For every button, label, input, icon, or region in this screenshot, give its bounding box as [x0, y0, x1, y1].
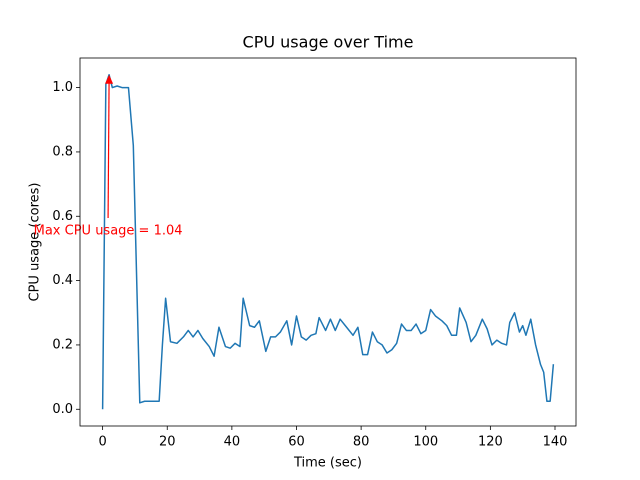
x-tick-label: 60	[288, 435, 305, 450]
y-tick-label: 0.4	[52, 273, 73, 288]
x-tick-label: 100	[413, 435, 438, 450]
x-tick-label: 40	[224, 435, 241, 450]
plot-frame	[79, 57, 577, 427]
annotation-arrowhead	[105, 74, 114, 84]
x-tick-label: 80	[353, 435, 370, 450]
annotation-arrow	[107, 80, 110, 219]
y-axis-label: CPU usage (cores)	[28, 183, 43, 302]
x-tick-label: 20	[159, 435, 176, 450]
chart-title: CPU usage over Time	[243, 33, 414, 52]
y-tick-label: 1.0	[52, 80, 73, 95]
y-tick-label: 0.8	[52, 144, 73, 159]
line	[101, 73, 555, 410]
x-axis-label: Time (sec)	[293, 456, 362, 471]
x-tick-label: 140	[543, 435, 568, 450]
annotation: Max CPU usage = 1.04	[34, 224, 183, 239]
x-tick-label: 120	[478, 435, 503, 450]
x-tick-label: 0	[98, 435, 106, 450]
y-tick-label: 0.6	[52, 209, 73, 224]
y-tick-label: 0.0	[52, 402, 73, 417]
y-tick-label: 0.2	[52, 337, 73, 352]
